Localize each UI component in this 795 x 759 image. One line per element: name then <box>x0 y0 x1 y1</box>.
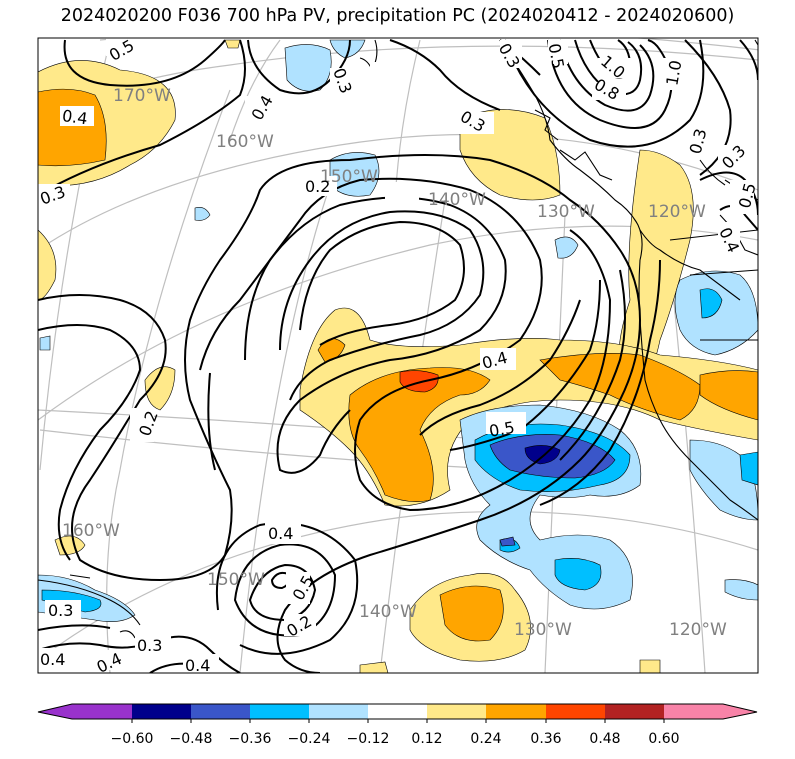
colorbar-bin <box>664 704 723 719</box>
chart-title: 2024020200 F036 700 hPa PV, precipitatio… <box>60 6 735 26</box>
colorbar-tick-label: −0.24 <box>288 731 331 747</box>
contour-label: 0.4 <box>268 524 293 543</box>
precip-positive-024 <box>38 88 758 642</box>
colorbar-tick-label: −0.48 <box>170 731 213 747</box>
contour-label: 0.4 <box>61 106 89 128</box>
precip-negative-048 <box>524 445 561 465</box>
lon-label: 130°W <box>514 620 572 640</box>
map-area <box>38 38 758 673</box>
colorbar-bin <box>546 704 605 719</box>
colorbar-bin <box>368 704 427 719</box>
lon-label: 170°W <box>113 86 171 106</box>
contour-label: 0.2 <box>305 177 330 196</box>
colorbar-bin <box>486 704 546 719</box>
contour-label: 0.3 <box>137 636 162 655</box>
colorbar-outline <box>37 703 758 720</box>
contour-label: 0.5 <box>545 42 568 70</box>
precip-positive-036 <box>399 370 439 393</box>
colorbar-extend-high <box>723 704 757 719</box>
colorbar-bin <box>427 704 486 719</box>
lon-label: 120°W <box>669 620 727 640</box>
map-frame <box>37 37 759 674</box>
contour-label: 0.4 <box>40 650 65 669</box>
lon-label: 160°W <box>62 521 120 541</box>
colorbar-tick-label: 0.12 <box>411 731 442 747</box>
lon-label: 140°W <box>359 602 417 622</box>
colorbar-bin <box>605 704 664 719</box>
colorbar-tick-label: −0.36 <box>229 731 272 747</box>
colorbar-tick-label: 0.36 <box>530 731 561 747</box>
longitude-labels: 170°W 160°W 150°W 140°W 130°W 120°W 160°… <box>62 86 727 640</box>
contour-label-backgrounds <box>38 38 754 673</box>
colorbar-bin <box>72 704 132 719</box>
colorbar-bin <box>250 704 309 719</box>
lon-label: 120°W <box>648 202 706 222</box>
colorbar: −0.60 −0.48 −0.36 −0.24 −0.12 0.12 0.24 … <box>37 703 758 747</box>
lon-label: 150°W <box>320 167 378 187</box>
lon-label: 160°W <box>216 132 274 152</box>
colorbar-bin <box>132 704 191 719</box>
contour-label: 0.5 <box>488 418 516 441</box>
colorbar-ticks <box>131 719 665 723</box>
contour-label: 0.4 <box>185 656 210 675</box>
contour-label: 0.3 <box>48 601 73 620</box>
contour-label: 1.0 <box>662 59 685 87</box>
colorbar-tick-label: −0.60 <box>111 731 154 747</box>
colorbar-bin <box>191 704 250 719</box>
colorbar-tick-label: 0.24 <box>470 731 501 747</box>
lon-label: 150°W <box>207 570 265 590</box>
lon-label: 140°W <box>428 190 486 210</box>
colorbar-bin <box>309 704 368 719</box>
colorbar-tick-label: −0.12 <box>347 731 390 747</box>
colorbar-extend-low <box>38 704 72 719</box>
colorbar-tick-label: 0.60 <box>648 731 679 747</box>
colorbar-tick-label: 0.48 <box>589 731 620 747</box>
lon-label: 130°W <box>537 202 595 222</box>
